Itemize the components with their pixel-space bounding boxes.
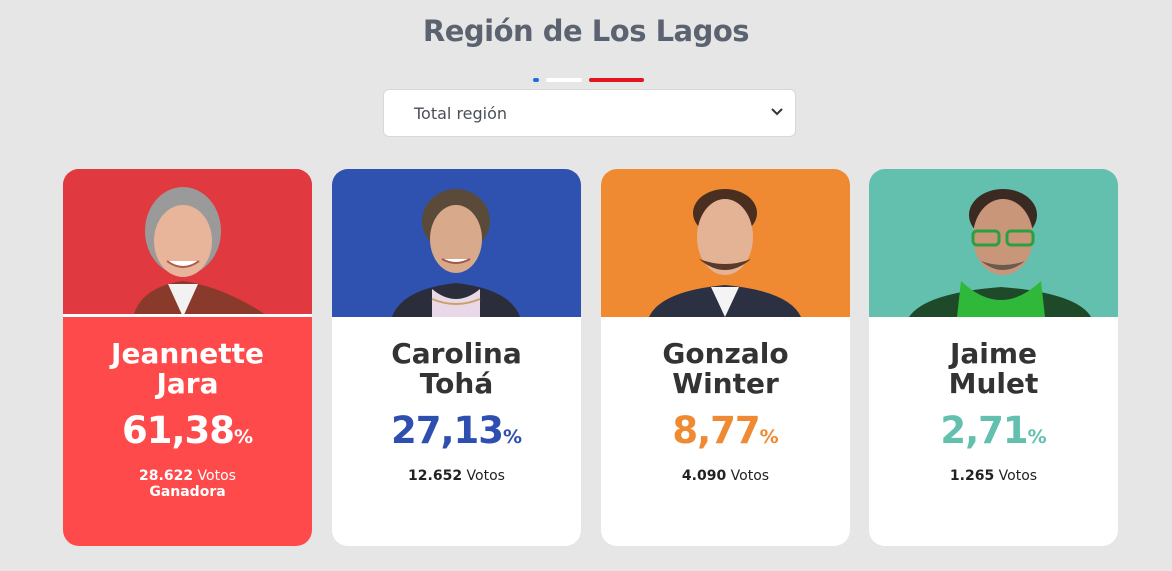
flag-stripe-blue <box>533 78 539 82</box>
flag-stripe-red <box>589 78 644 82</box>
candidate-percent: 8,77% <box>672 409 779 452</box>
candidate-photo <box>869 169 1118 317</box>
candidate-votes: 1.265 Votos <box>949 468 1038 484</box>
winner-label: Ganadora <box>149 484 226 500</box>
candidate-percent: 2,71% <box>940 409 1047 452</box>
photo-divider <box>63 314 312 317</box>
candidate-percent: 27,13% <box>390 409 523 452</box>
candidate-name: Gonzalo Winter <box>662 337 789 400</box>
candidate-card-mulet[interactable]: Jaime Mulet 2,71% 1.265 Votos <box>869 169 1118 546</box>
candidate-votes: 28.622 Votos <box>139 468 236 484</box>
page-title: Región de Los Lagos <box>422 14 750 48</box>
candidate-name: Carolina Tohá <box>391 337 522 400</box>
candidate-card-winter[interactable]: Gonzalo Winter 8,77% 4.090 Votos <box>601 169 850 546</box>
candidate-card-toha[interactable]: Carolina Tohá 27,13% 12.652 Votos <box>332 169 581 546</box>
candidate-name: Jeannette Jara <box>111 337 264 400</box>
candidate-card-jara[interactable]: Jeannette Jara 61,38% 28.622 Votos Ganad… <box>63 169 312 546</box>
flag-stripe-white <box>546 78 582 82</box>
chevron-down-icon <box>771 108 783 116</box>
candidate-votes: 4.090 Votos <box>681 468 770 484</box>
region-select[interactable]: Total región <box>383 89 796 137</box>
candidate-photo <box>601 169 850 317</box>
region-select-value: Total región <box>414 104 508 123</box>
candidate-votes: 12.652 Votos <box>408 468 505 484</box>
candidate-photo <box>63 169 312 317</box>
candidate-name: Jaime Mulet <box>948 337 1039 400</box>
candidate-photo <box>332 169 581 317</box>
candidate-percent: 61,38% <box>121 409 254 452</box>
